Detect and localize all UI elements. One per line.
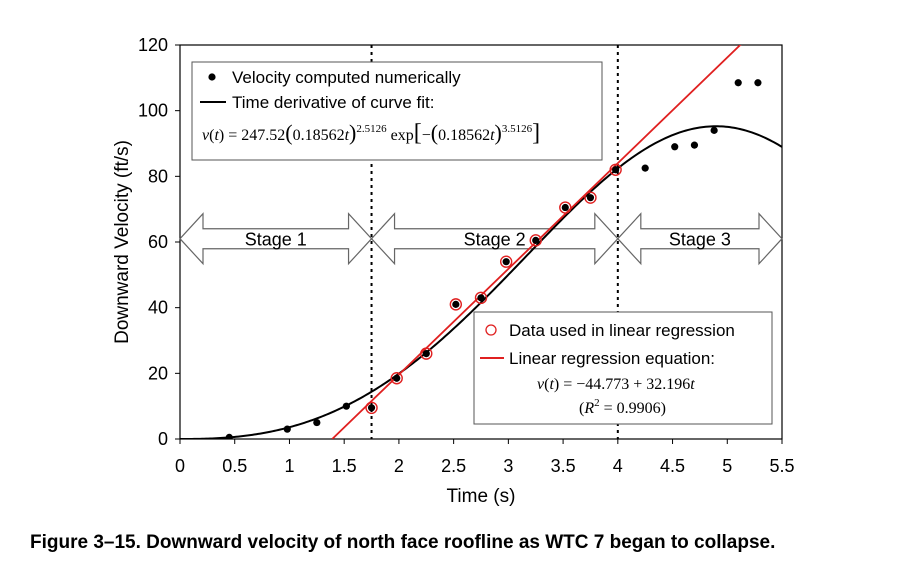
velocity-data-point	[612, 166, 620, 174]
legend-box	[191, 61, 603, 161]
regression-line	[331, 45, 742, 439]
stage-label: Stage 2	[464, 230, 526, 250]
y-axis-title: Downward Velocity (ft/s)	[112, 140, 133, 344]
regression-data-point	[609, 163, 622, 176]
r-squared-label: (R2 = 0.9906)	[579, 397, 666, 417]
x-tick-label: 4	[613, 456, 623, 476]
velocity-data-point	[710, 126, 718, 134]
legend-point-marker	[208, 73, 216, 81]
velocity-data-point	[586, 194, 595, 202]
x-tick-label: 5	[722, 456, 732, 476]
velocity-data-point	[225, 433, 233, 439]
y-tick-label: 0	[158, 429, 168, 449]
curve-fit-equation: v(t) = 247.52(0.18562t)2.5126 exp[−(0.18…	[202, 120, 540, 146]
velocity-data-point	[561, 203, 569, 212]
x-tick-label: 2	[394, 456, 404, 476]
y-tick-label: 80	[148, 166, 168, 186]
velocity-data-point	[477, 294, 485, 302]
velocity-data-point	[690, 141, 699, 149]
y-tick-label: 120	[138, 35, 168, 55]
regression-data-point	[390, 372, 403, 385]
figure-caption: Figure 3–15. Downward velocity of north …	[30, 532, 776, 553]
legend-entry-velocity: Velocity computed numerically	[232, 68, 461, 87]
regression-data-circles	[365, 163, 622, 415]
legend-entry-regression-line: Linear regression equation:	[509, 349, 715, 368]
velocity-data-point	[393, 374, 401, 382]
regression-equation: v(t) = −44.773 + 32.196t	[537, 376, 695, 393]
velocity-data-point	[502, 258, 510, 266]
regression-data-point	[499, 255, 513, 268]
x-tick-label: 5.5	[769, 456, 794, 476]
x-tick-label: 0.5	[222, 456, 247, 476]
velocity-data-point	[671, 143, 679, 151]
y-tick-label: 20	[148, 363, 168, 383]
axes: 0 0.5 1 1.5 2 2.5 3 3.5 4 4.5 5 5.5 0 20 40 60 80 100 120	[138, 35, 795, 476]
y-tick-label: 40	[148, 298, 168, 318]
x-tick-label: 0	[175, 456, 185, 476]
velocity-data-point	[532, 236, 540, 244]
regression-data-point	[420, 347, 433, 360]
velocity-data-point	[283, 425, 291, 433]
velocity-data-point	[734, 79, 742, 87]
y-tick-label: 100	[138, 101, 168, 121]
legend-top-left: Velocity computed numerically Time deriv…	[191, 61, 603, 161]
x-tick-label: 4.5	[660, 456, 685, 476]
regression-data-point	[449, 298, 463, 311]
x-tick-label: 2.5	[441, 456, 466, 476]
legend-entry-curve-fit: Time derivative of curve fit:	[232, 93, 435, 112]
numeric-velocity-points	[225, 79, 762, 439]
regression-data-point	[474, 291, 488, 305]
x-axis-title: Time (s)	[447, 486, 516, 507]
velocity-chart: 0 0.5 1 1.5 2 2.5 3 3.5 4 4.5 5 5.5020406080100120 …	[112, 35, 795, 507]
regression-data-point	[365, 401, 378, 415]
curve-fit-line	[180, 125, 782, 439]
x-tick-label: 1.5	[332, 456, 357, 476]
y-tick-label: 60	[148, 232, 168, 252]
legend-open-circle-marker	[485, 324, 497, 336]
stage-label: Stage 1	[245, 230, 307, 250]
velocity-data-point	[641, 164, 649, 172]
velocity-data-point	[452, 300, 460, 308]
velocity-data-point	[422, 350, 430, 358]
regression-data-point	[584, 191, 597, 204]
velocity-data-point	[367, 404, 376, 412]
stage-arrow	[617, 212, 783, 266]
legend-box	[473, 311, 773, 425]
velocity-data-point	[754, 79, 762, 87]
x-tick-label: 1	[284, 456, 294, 476]
legend-entry-regression-data: Data used in linear regression	[509, 321, 735, 340]
regression-data-point	[529, 234, 542, 247]
stage-arrows: Stage 1 Stage 2 Stage 3	[179, 212, 783, 266]
legend-bottom-right: Data used in linear regression Linear re…	[473, 311, 773, 425]
velocity-data-point	[342, 402, 350, 410]
x-tick-label: 3	[503, 456, 513, 476]
velocity-data-point	[313, 418, 321, 427]
stage-label: Stage 3	[669, 230, 731, 250]
regression-data-point	[559, 201, 572, 214]
x-tick-label: 3.5	[551, 456, 576, 476]
